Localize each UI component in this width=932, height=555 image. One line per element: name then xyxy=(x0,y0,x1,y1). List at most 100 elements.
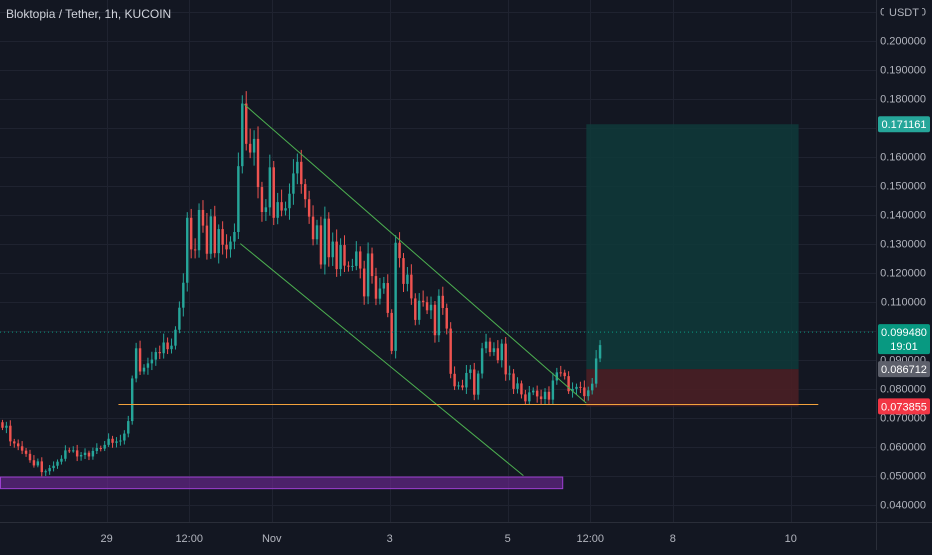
candle[interactable] xyxy=(343,235,346,273)
candle[interactable] xyxy=(512,369,515,394)
candle[interactable] xyxy=(473,362,476,401)
candle[interactable] xyxy=(457,381,460,390)
candle[interactable] xyxy=(296,153,299,185)
candles[interactable] xyxy=(1,91,602,477)
candle[interactable] xyxy=(107,433,110,447)
candle[interactable] xyxy=(123,430,126,445)
candle[interactable] xyxy=(311,205,315,246)
candle[interactable] xyxy=(248,128,252,159)
candle[interactable] xyxy=(264,199,268,221)
candle[interactable] xyxy=(421,290,425,307)
candle[interactable] xyxy=(292,159,295,205)
candle[interactable] xyxy=(362,260,366,305)
candle[interactable] xyxy=(590,377,594,395)
candle[interactable] xyxy=(48,465,51,475)
candle[interactable] xyxy=(445,303,448,335)
candle[interactable] xyxy=(351,258,354,271)
candle[interactable] xyxy=(300,149,303,194)
candle[interactable] xyxy=(205,212,209,260)
candle[interactable] xyxy=(111,435,114,448)
candle[interactable] xyxy=(146,357,150,375)
candle[interactable] xyxy=(319,216,323,269)
candle[interactable] xyxy=(488,337,492,357)
candle[interactable] xyxy=(331,232,334,266)
candle[interactable] xyxy=(378,277,382,305)
candle[interactable] xyxy=(260,181,264,222)
candle[interactable] xyxy=(500,339,503,368)
candle[interactable] xyxy=(36,458,40,468)
candle[interactable] xyxy=(99,445,102,452)
candle[interactable] xyxy=(197,203,201,258)
candle[interactable] xyxy=(209,209,213,259)
candle[interactable] xyxy=(539,389,543,405)
candle[interactable] xyxy=(453,366,456,391)
candle[interactable] xyxy=(241,95,244,174)
candle[interactable] xyxy=(327,212,331,267)
candle[interactable] xyxy=(386,274,389,318)
candle[interactable] xyxy=(119,434,122,446)
candle[interactable] xyxy=(307,190,311,224)
channel-lower-line[interactable] xyxy=(240,243,524,476)
candle[interactable] xyxy=(339,238,342,277)
candle[interactable] xyxy=(162,333,165,359)
candle[interactable] xyxy=(245,91,248,151)
candle[interactable] xyxy=(425,296,429,315)
candle[interactable] xyxy=(130,375,134,425)
candle[interactable] xyxy=(272,160,275,226)
candle[interactable] xyxy=(382,276,386,294)
candle[interactable] xyxy=(87,450,91,461)
candle[interactable] xyxy=(268,154,272,216)
candle[interactable] xyxy=(579,381,582,394)
candle[interactable] xyxy=(429,296,433,319)
candle[interactable] xyxy=(13,438,16,448)
candle[interactable] xyxy=(225,234,228,259)
candle[interactable] xyxy=(555,367,559,385)
candle[interactable] xyxy=(370,247,374,284)
candle[interactable] xyxy=(201,200,205,233)
candle[interactable] xyxy=(68,447,71,454)
candle[interactable] xyxy=(217,224,220,264)
candle[interactable] xyxy=(52,461,55,472)
candle[interactable] xyxy=(229,236,232,258)
candle[interactable] xyxy=(174,326,177,350)
candle[interactable] xyxy=(280,189,283,217)
candle[interactable] xyxy=(237,152,240,239)
candle[interactable] xyxy=(461,379,464,391)
candle[interactable] xyxy=(150,351,154,371)
candle[interactable] xyxy=(127,415,130,438)
candle[interactable] xyxy=(60,455,63,465)
candle[interactable] xyxy=(193,238,197,259)
candle[interactable] xyxy=(504,337,507,381)
candle[interactable] xyxy=(598,340,602,363)
candle[interactable] xyxy=(575,383,578,395)
candle[interactable] xyxy=(535,385,539,403)
candle[interactable] xyxy=(189,208,193,259)
candle[interactable] xyxy=(303,178,307,208)
candle[interactable] xyxy=(323,206,327,275)
candle[interactable] xyxy=(516,377,519,394)
candle[interactable] xyxy=(256,126,260,199)
candle[interactable] xyxy=(288,183,291,220)
candle[interactable] xyxy=(142,364,146,375)
candle[interactable] xyxy=(213,205,216,258)
candle[interactable] xyxy=(186,212,189,292)
candle[interactable] xyxy=(402,253,405,292)
candle[interactable] xyxy=(547,386,551,405)
candle[interactable] xyxy=(480,342,484,379)
candle[interactable] xyxy=(559,365,562,377)
candle[interactable] xyxy=(594,350,598,388)
candle[interactable] xyxy=(437,289,441,343)
candle[interactable] xyxy=(158,345,161,360)
candle[interactable] xyxy=(583,380,586,402)
candle[interactable] xyxy=(154,347,158,366)
candle[interactable] xyxy=(221,221,224,255)
candle[interactable] xyxy=(24,447,28,457)
candle[interactable] xyxy=(335,229,338,277)
candle[interactable] xyxy=(72,446,75,453)
stop-zone[interactable] xyxy=(586,369,799,407)
candle[interactable] xyxy=(417,293,421,325)
candle[interactable] xyxy=(138,340,142,375)
candle[interactable] xyxy=(44,469,47,476)
candle[interactable] xyxy=(359,246,362,279)
